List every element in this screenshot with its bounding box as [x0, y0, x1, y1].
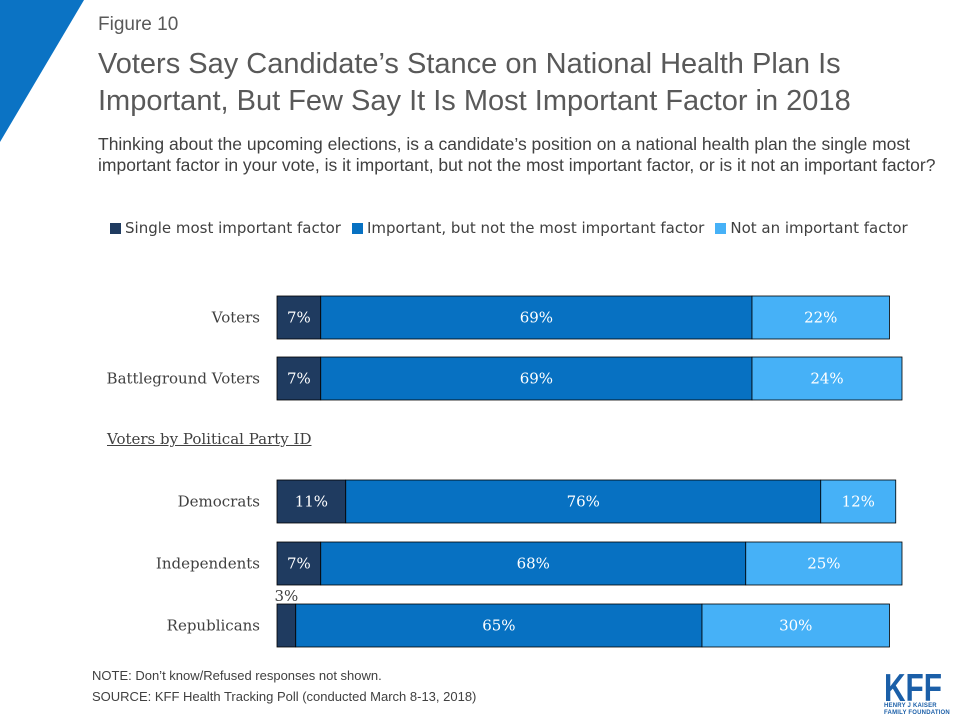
kff-logo-line2: FAMILY FOUNDATION [884, 709, 950, 716]
kff-logo-line1: HENRY J KAISER [884, 703, 937, 709]
legend-item-important: Important, but not the most important fa… [351, 219, 705, 237]
legend-label-important: Important, but not the most important fa… [366, 219, 705, 237]
data-label-battleground-voters-important-but-not-the-most-important-factor: 69% [520, 370, 553, 388]
legend-item-single: Single most important factor [110, 219, 341, 237]
data-label-voters-single-most-important-factor: 7% [287, 309, 311, 327]
category-label-independents: Independents [156, 555, 260, 573]
data-label-battleground-voters-not-an-important-factor: 24% [810, 370, 843, 388]
bar-voters-important-but-not-the-most-important-factor [320, 295, 753, 340]
category-label-battleground-voters: Battleground Voters [107, 370, 260, 388]
chart-subtitle: Thinking about the upcoming elections, i… [98, 134, 936, 175]
bar-voters-single-most-important-factor [276, 295, 322, 340]
legend-swatch-single [110, 222, 121, 234]
corner-accent [0, 0, 84, 142]
bar-independents-single-most-important-factor [276, 541, 322, 586]
category-label-democrats: Democrats [178, 493, 260, 511]
data-label-democrats-not-an-important-factor: 12% [842, 493, 875, 511]
legend-swatch-important [351, 222, 363, 234]
source-text: SOURCE: KFF Health Tracking Poll (conduc… [92, 689, 477, 704]
bar-voters-not-an-important-factor [751, 295, 890, 340]
bar-independents-not-an-important-factor [745, 541, 903, 586]
bar-battleground-voters-not-an-important-factor [751, 356, 903, 401]
legend-item-not-important: Not an important factor [715, 219, 908, 237]
data-label-democrats-single-most-important-factor: 11% [295, 493, 328, 511]
data-label-republicans-not-an-important-factor: 30% [779, 617, 812, 635]
data-label-republicans-important-but-not-the-most-important-factor: 65% [482, 617, 515, 635]
data-label-voters-important-but-not-the-most-important-factor: 69% [520, 309, 553, 327]
legend: Single most important factor Important, … [110, 219, 919, 237]
legend-label-single: Single most important factor [125, 219, 341, 237]
legend-label-not-important: Not an important factor [730, 219, 908, 237]
figure-label: Figure 10 [98, 14, 179, 35]
data-label-voters-not-an-important-factor: 22% [804, 309, 837, 327]
category-label-republicans: Republicans [167, 617, 260, 635]
kff-logo: KFF [884, 670, 942, 702]
bar-republicans-important-but-not-the-most-important-factor [295, 603, 703, 648]
group-heading-party: Voters by Political Party ID [107, 430, 312, 448]
legend-swatch-not-important [715, 222, 727, 234]
data-label-independents-not-an-important-factor: 25% [807, 555, 840, 573]
kff-logo-mark: KFF [884, 670, 942, 702]
bar-democrats-not-an-important-factor [820, 479, 897, 524]
bar-independents-important-but-not-the-most-important-factor [320, 541, 747, 586]
chart-title: Voters Say Candidate’s Stance on Nationa… [98, 48, 851, 117]
data-label-independents-important-but-not-the-most-important-factor: 68% [517, 555, 550, 573]
kff-logo-subtitle: HENRY J KAISER FAMILY FOUNDATION [884, 703, 950, 716]
data-label-democrats-important-but-not-the-most-important-factor: 76% [567, 493, 600, 511]
bar-democrats-important-but-not-the-most-important-factor [345, 479, 822, 524]
data-label-battleground-voters-single-most-important-factor: 7% [287, 370, 311, 388]
bar-republicans-single-most-important-factor [276, 603, 297, 648]
data-label-independents-single-most-important-factor: 7% [287, 555, 311, 573]
bar-republicans-not-an-important-factor [701, 603, 890, 648]
corner-accent-shape [0, 0, 84, 142]
note-text: NOTE: Don’t know/Refused responses not s… [92, 668, 382, 683]
bar-battleground-voters-important-but-not-the-most-important-factor [320, 356, 753, 401]
data-label-republicans-single-most-important-factor: 3% [274, 587, 298, 605]
category-label-voters: Voters [211, 309, 260, 327]
